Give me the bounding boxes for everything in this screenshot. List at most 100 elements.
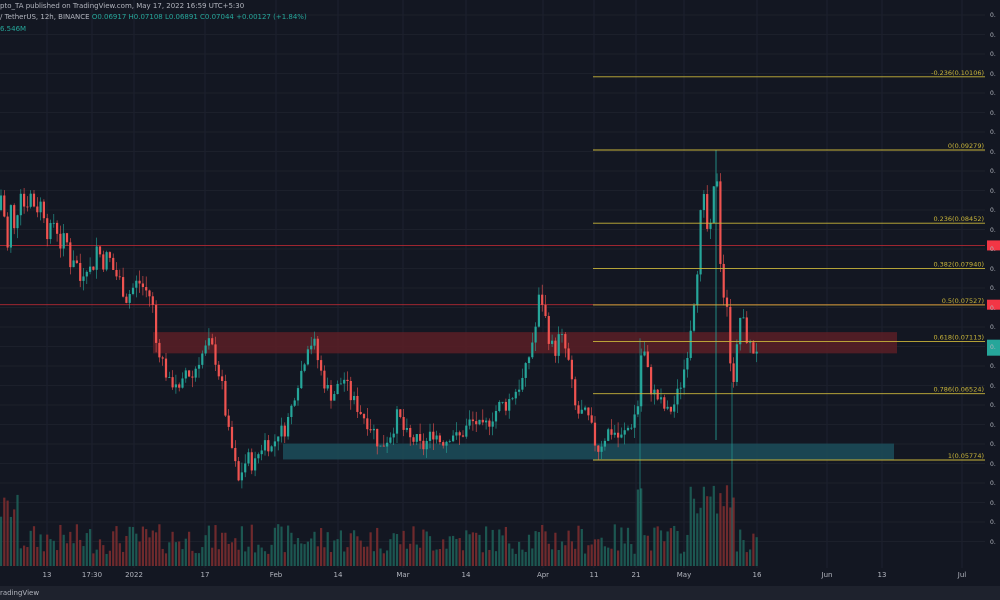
zones	[0, 245, 985, 460]
volume-bar	[395, 534, 399, 566]
volume-bar	[217, 549, 220, 566]
candle-body	[452, 435, 455, 442]
candle-body	[465, 425, 468, 437]
candle-body	[79, 262, 82, 281]
volume-bar	[478, 534, 481, 566]
volume-bar	[640, 488, 643, 566]
symbol-line: / TetherUS, 12h, BINANCE O0.06917 H0.071…	[0, 13, 307, 21]
volume-bar	[633, 553, 636, 566]
candle-body	[234, 447, 237, 462]
candle-body	[656, 389, 659, 400]
volume-bar	[626, 527, 630, 566]
volume-bar	[735, 551, 738, 566]
candle-body	[359, 411, 362, 415]
candle-body	[158, 342, 161, 358]
candle-body	[49, 223, 52, 240]
candle-body	[98, 246, 102, 255]
volume-bar	[524, 551, 527, 566]
volume-bar	[267, 553, 270, 566]
candle-body	[240, 472, 243, 481]
candle-body	[389, 437, 392, 443]
volume-bar	[171, 531, 174, 566]
candle-body	[478, 419, 481, 425]
volume-bar	[85, 533, 88, 566]
volume-bar	[570, 541, 573, 566]
volume-bar	[260, 547, 263, 566]
candle-body	[300, 370, 303, 389]
volume-bar	[448, 536, 451, 566]
volume-bar	[706, 496, 709, 566]
volume-bar	[689, 486, 692, 566]
candle-body	[471, 419, 474, 422]
candle-body	[676, 388, 679, 405]
volume-bar	[207, 525, 210, 566]
volume-bar	[79, 539, 82, 566]
resistance-zone	[153, 332, 897, 354]
candle-body	[326, 384, 329, 389]
y-tick-label: 0.	[990, 402, 996, 409]
volume-bar	[494, 551, 498, 566]
volume-bar	[224, 532, 227, 566]
candle-body	[336, 383, 339, 395]
y-tick-label: 0.	[990, 187, 996, 195]
volume-bar	[310, 538, 313, 566]
candle-body	[260, 450, 263, 455]
candle-body	[270, 446, 273, 452]
x-tick-label: 2022	[125, 571, 143, 579]
candle-body	[666, 406, 669, 409]
volume-bar	[333, 540, 336, 566]
volume-bar	[95, 549, 98, 566]
candle-body	[277, 436, 280, 442]
x-tick-label: Feb	[269, 571, 283, 579]
fib-retracement[interactable]: -0.236(0.10106) 0(0.09279) 0.236(0.08452) 0…	[593, 69, 985, 461]
volume-bar	[13, 509, 16, 566]
volume-bar	[749, 549, 752, 566]
candle-body	[653, 389, 656, 395]
fib-label: 0(0.09279)	[948, 142, 984, 150]
candle-body	[366, 418, 369, 430]
volume-bar	[32, 526, 36, 566]
volume-bar	[379, 548, 382, 566]
volume-bar	[465, 530, 468, 566]
volume-bar	[491, 529, 494, 566]
volume-bar	[56, 550, 59, 566]
volume-bar	[422, 529, 425, 566]
candle-body	[26, 206, 29, 208]
volume-bar	[438, 549, 441, 566]
candle-body	[72, 260, 75, 268]
candle-body	[257, 454, 260, 459]
candle-body	[686, 357, 689, 370]
x-tick-label: 13	[877, 571, 887, 579]
volume-bar	[9, 516, 12, 566]
volume-bar	[247, 546, 250, 566]
volume-bar	[263, 551, 267, 566]
volume-bar	[551, 549, 554, 566]
y-tick-label: 0.	[990, 441, 996, 448]
volume-bar	[346, 547, 349, 566]
volume-bar	[313, 531, 316, 566]
volume-bar	[161, 548, 164, 566]
candle-body	[488, 420, 491, 427]
candle-body	[640, 355, 643, 407]
volume-bar	[26, 547, 29, 566]
volume-bar	[521, 549, 524, 566]
volume-bar	[230, 542, 234, 566]
candle-body	[313, 338, 316, 346]
candle-body	[544, 304, 547, 317]
candle-body	[742, 317, 745, 319]
candle-body	[372, 428, 375, 431]
volume-bar	[283, 552, 286, 566]
volume-bar	[656, 526, 659, 566]
candle-body	[524, 363, 527, 378]
volume-bar	[755, 537, 758, 566]
volume-bar	[471, 532, 474, 566]
y-tick-label: 0.	[990, 246, 996, 253]
candle-body	[362, 414, 366, 419]
candle-body	[194, 368, 197, 378]
volume-bar	[257, 544, 260, 566]
candle-body	[217, 364, 220, 377]
volume-bar	[593, 539, 597, 566]
candle-body	[405, 427, 408, 430]
candle-body	[442, 442, 445, 446]
